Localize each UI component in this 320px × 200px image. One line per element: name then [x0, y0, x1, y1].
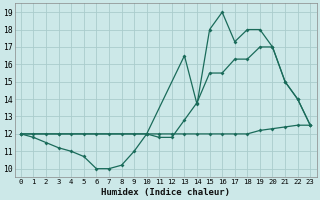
X-axis label: Humidex (Indice chaleur): Humidex (Indice chaleur) [101, 188, 230, 197]
